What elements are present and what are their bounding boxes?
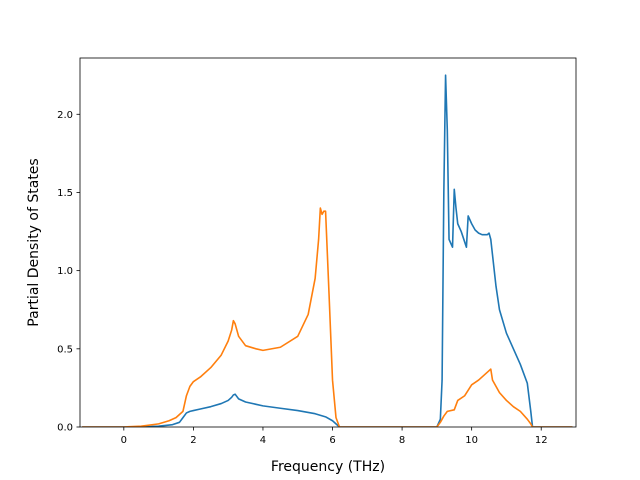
series-line-2 [82, 207, 573, 427]
series-line-1 [82, 74, 573, 427]
plot-area [80, 58, 576, 427]
y-axis-ticks: 0.0 0.5 1.0 1.5 2.0 [57, 110, 80, 434]
x-tick-label: 8 [399, 435, 405, 446]
x-tick-label: 10 [465, 435, 478, 446]
x-tick-label: 2 [190, 435, 196, 446]
y-tick-label: 1.5 [57, 188, 73, 199]
y-tick-label: 0.5 [57, 344, 73, 355]
y-axis-label: Partial Density of States [26, 158, 42, 326]
x-axis-label: Frequency (THz) [271, 459, 385, 475]
plot-background [80, 58, 576, 427]
y-tick-label: 2.0 [57, 110, 73, 121]
series-layer [82, 74, 573, 427]
x-tick-label: 0 [121, 435, 127, 446]
plot-frame [79, 57, 577, 428]
x-axis-ticks: 0 2 4 6 8 10 12 [121, 427, 548, 446]
x-tick-label: 4 [260, 435, 266, 446]
x-tick-label: 6 [329, 435, 335, 446]
x-tick-label: 12 [535, 435, 548, 446]
y-tick-label: 0.0 [57, 423, 73, 434]
y-tick-label: 1.0 [57, 266, 73, 277]
